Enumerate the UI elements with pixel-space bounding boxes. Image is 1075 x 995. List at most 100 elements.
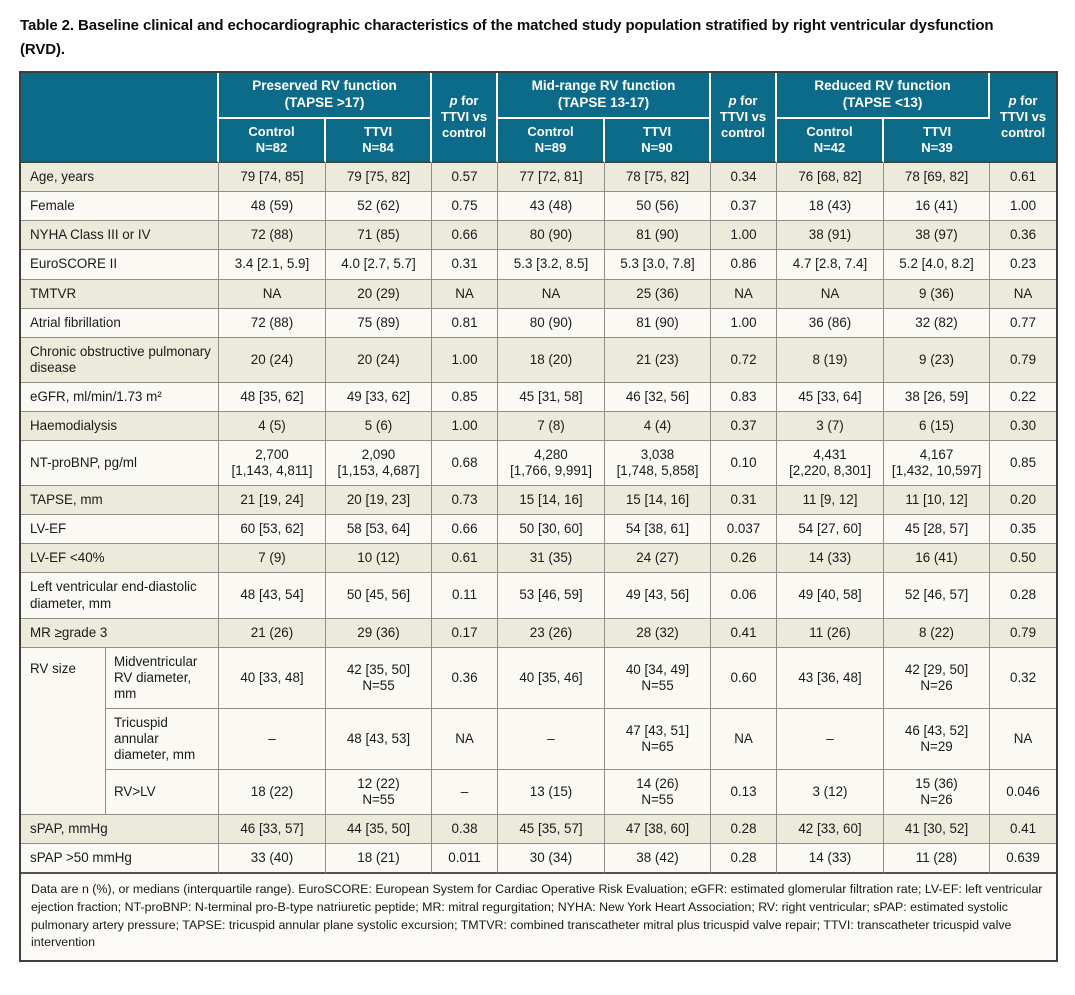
value-cell: 29 (36) [326,618,433,648]
p-value-cell: 0.66 [432,515,499,545]
value-cell: 3 (7) [777,411,885,442]
p-value-cell: 0.79 [990,618,1057,648]
value-cell: 9 (36) [884,279,991,309]
value-cell: 43 [36, 48] [777,647,885,709]
value-cell: 50 [45, 56] [326,573,433,619]
value-cell: 18 (21) [326,844,433,875]
p-value-cell: 0.30 [990,411,1057,442]
value-cell: 50 [30, 60] [498,515,606,545]
value-cell: – [219,708,326,771]
group-name: Mid-range RV function [531,78,676,93]
value-cell: 4.7 [2.8, 7.4] [777,250,885,280]
p-line3: control [1001,125,1046,141]
table-row: LV-EF 60 [53, 62] 58 [53, 64] 0.66 50 [30, 6… [21,515,1057,545]
table-row: LV-EF <40% 7 (9) 10 (12) 0.61 31 (35) 24 (27)… [21,544,1057,574]
p-value-cell: 0.20 [990,486,1057,516]
p-value-cell: 0.72 [711,337,778,383]
p-value-cell: 0.77 [990,308,1057,338]
row-label: Chronic obstructive pulmonary disease [21,337,219,383]
value-cell: 46 [43, 52] N=29 [884,708,991,771]
row-label: NT-proBNP, pg/ml [21,441,219,487]
value-cell: 16 (41) [884,544,991,574]
row-label: TMTVR [21,279,219,309]
value-cell: 14 (26) N=55 [605,770,712,816]
value-cell: 40 [33, 48] [219,647,326,709]
value-cell: 2,700 [1,143, 4,811] [219,441,326,487]
value-cell: 11 (26) [777,618,885,648]
value-cell: 32 (82) [884,308,991,338]
row-sublabel: Midventricular RV diameter, mm [106,647,219,709]
value-cell: 38 (42) [605,844,712,875]
value-cell: 76 [68, 82] [777,163,885,193]
value-cell: 40 [35, 46] [498,647,606,709]
value-cell: 14 (33) [777,544,885,574]
value-cell: 2,090 [1,153, 4,687] [326,441,433,487]
row-label: Female [21,192,219,222]
p-value-cell: 0.60 [711,647,778,709]
value-cell: 79 [75, 82] [326,163,433,193]
value-cell: 11 [9, 12] [777,486,885,516]
p-value-cell: 0.85 [432,382,499,412]
value-cell: 42 [33, 60] [777,815,885,845]
value-cell: 11 (28) [884,844,991,875]
row-sublabel: Tricuspid annular diameter, mm [106,708,219,771]
p-value-cell: NA [990,708,1057,771]
value-cell: 80 (90) [498,308,606,338]
value-cell: 6 (15) [884,411,991,442]
row-sublabel: RV>LV [106,770,219,816]
table-row: RV>LV 18 (22) 12 (22) N=55–13 (15) 14 (26) … [21,770,1057,816]
value-cell: 42 [35, 50] N=55 [326,647,433,709]
p-value-cell: 0.046 [990,770,1057,816]
subheader-control-3: Control N=42 [777,118,885,164]
p-value-cell: NA [711,708,778,771]
p-value-cell: 0.37 [711,192,778,222]
p-column-header-2: p for TTVI vs control [711,73,778,164]
subheader-control-1: Control N=82 [219,118,326,164]
p-value-cell: 0.66 [432,221,499,251]
value-cell: 23 (26) [498,618,606,648]
value-cell: 40 [34, 49] N=55 [605,647,712,709]
value-cell: 54 [38, 61] [605,515,712,545]
value-cell: 45 [31, 58] [498,382,606,412]
p-line2: TTVI vs [999,109,1047,124]
value-cell: 15 [14, 16] [498,486,606,516]
value-cell: 44 [35, 50] [326,815,433,845]
row-label: Atrial fibrillation [21,308,219,338]
value-cell: 4,280 [1,766, 9,991] [498,441,606,487]
value-cell: 20 [19, 23] [326,486,433,516]
page: Table 2. Baseline clinical and echocardi… [19,17,1058,962]
baseline-characteristics-table: Preserved RV function (TAPSE >17) p for … [21,73,1057,960]
value-cell: 49 [43, 56] [605,573,712,619]
value-cell: 72 (88) [219,308,326,338]
p-value-cell: 0.06 [711,573,778,619]
p-value-cell: 0.32 [990,647,1057,709]
p-value-cell: 0.83 [711,382,778,412]
value-cell: 47 [38, 60] [605,815,712,845]
p-value-cell: 1.00 [432,411,499,442]
p-line2: TTVI vs [440,109,488,124]
p-value-cell: 0.50 [990,544,1057,574]
p-value-cell: 0.41 [711,618,778,648]
value-cell: NA [777,279,885,309]
group-range: (TAPSE >17) [284,94,365,110]
p-line3: control [441,125,487,141]
p-value-cell: 0.79 [990,337,1057,383]
value-cell: 21 (26) [219,618,326,648]
p-italic: p [449,92,458,108]
subheader-ttvi-2: TTVI N=90 [605,118,712,164]
table-row: eGFR, ml/min/1.73 m² 48 [35, 62] 49 [33, 6… [21,382,1057,412]
value-cell: 20 (24) [326,337,433,383]
value-cell: 38 [26, 59] [884,382,991,412]
value-cell: 16 (41) [884,192,991,222]
value-cell: NA [219,279,326,309]
p-value-cell: 1.00 [711,221,778,251]
p-value-cell: 0.36 [432,647,499,709]
p-value-cell: 0.28 [711,815,778,845]
value-cell: 24 (27) [605,544,712,574]
value-cell: 53 [46, 59] [498,573,606,619]
p-value-cell: 0.61 [432,544,499,574]
value-cell: 12 (22) N=55 [326,770,433,816]
value-cell: 52 (62) [326,192,433,222]
table-row: sPAP >50 mmHg 33 (40) 18 (21) 0.011 30 (34) 3… [21,844,1057,875]
value-cell: 4,431 [2,220, 8,301] [777,441,885,487]
